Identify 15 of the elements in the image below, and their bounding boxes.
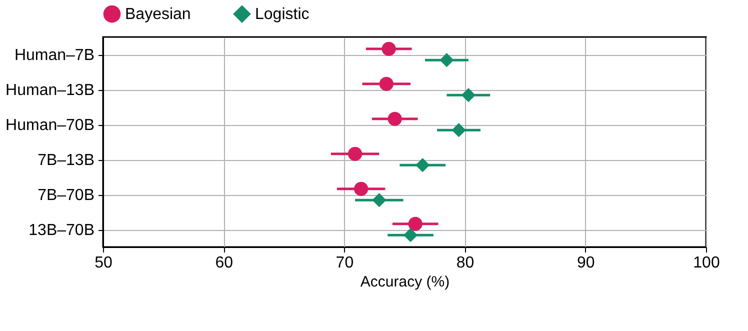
- x-tick-label: 50: [94, 254, 112, 272]
- x-axis-title: Accuracy (%): [360, 274, 450, 290]
- y-tick-label: Human–7B: [14, 47, 94, 64]
- legend-label: Bayesian: [125, 6, 191, 24]
- x-tick-label: 90: [577, 254, 595, 272]
- x-tick-label: 70: [336, 254, 354, 272]
- y-tick-label: 7B–70B: [38, 187, 94, 204]
- x-tick-label: 60: [215, 254, 234, 272]
- x-tick-label: 80: [456, 254, 474, 272]
- y-tick-label: 7B–13B: [38, 152, 94, 169]
- y-tick-label: Human–70B: [6, 117, 94, 134]
- legend-label: Logistic: [255, 6, 310, 24]
- y-tick-label: 13B–70B: [28, 222, 94, 239]
- x-tick-label: 100: [693, 254, 720, 272]
- y-tick-label: Human–13B: [6, 82, 94, 99]
